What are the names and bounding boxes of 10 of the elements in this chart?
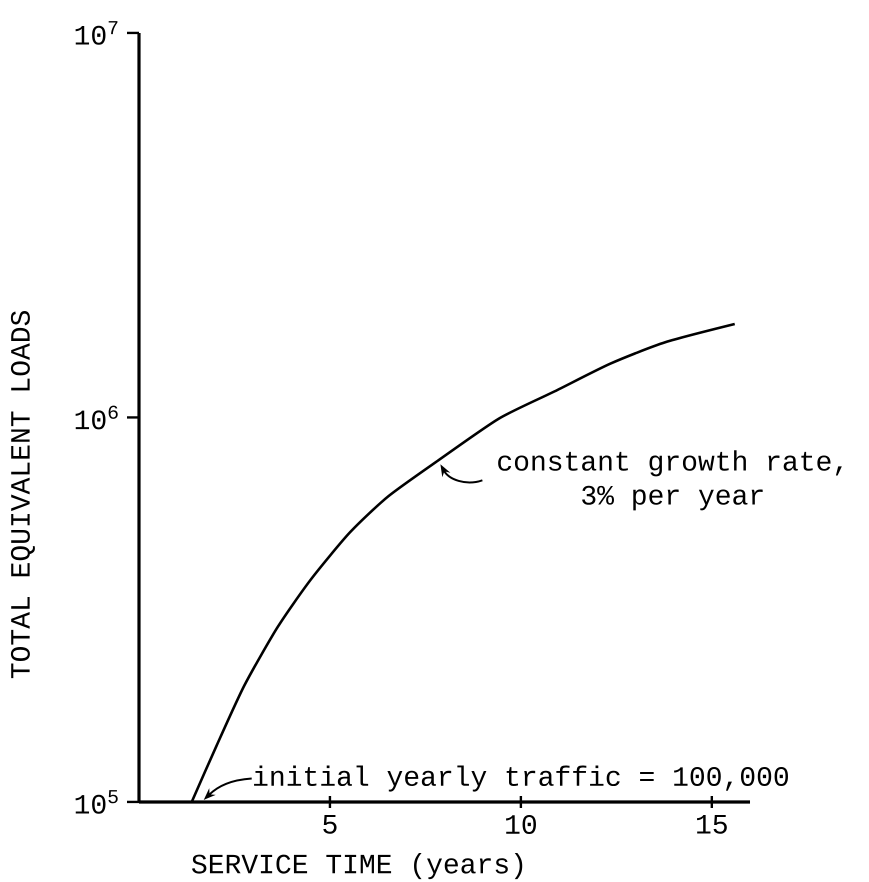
annotation: initial yearly traffic = 100,000 xyxy=(254,765,788,792)
y-tick-label: 10$^{5}$ xyxy=(76,790,118,814)
annotation: constant growth rate, 3% per year xyxy=(498,450,842,510)
y-tick-label: 10$^{7}$ xyxy=(76,21,118,45)
x-tick-label: 15 xyxy=(697,815,727,834)
x-tick-label: 10 xyxy=(506,815,536,834)
x-axis-title: SERVICE TIME (years) xyxy=(192,853,522,880)
y-tick-label: 10$^{6}$ xyxy=(76,406,118,430)
y-axis-title: TOTAL EQUIVALENT LOADS xyxy=(10,310,35,678)
x-tick-label: 5 xyxy=(323,815,337,834)
